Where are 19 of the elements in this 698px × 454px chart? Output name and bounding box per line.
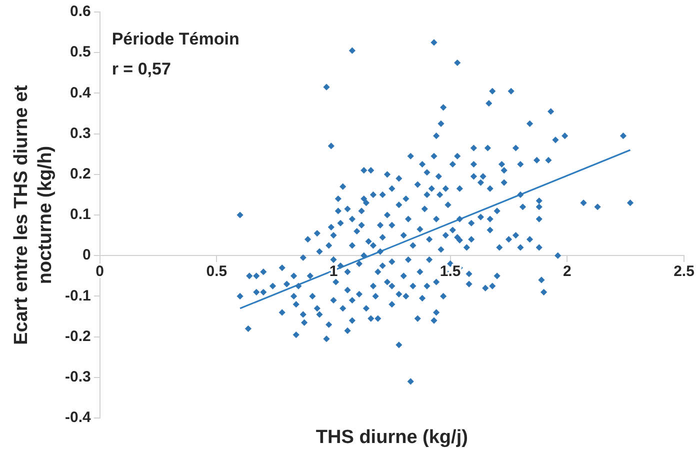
- y-tick-label: -0.3: [64, 368, 91, 386]
- x-tick-label: 0.5: [206, 263, 228, 280]
- y-tick-label: 0.2: [70, 166, 91, 183]
- y-tick-label: -0.1: [64, 287, 91, 304]
- y-tick-label: 0.3: [70, 124, 91, 142]
- annotation: r = 0,57: [112, 60, 171, 79]
- x-tick-label: 0: [96, 263, 104, 280]
- y-tick-label: -0.2: [64, 328, 91, 345]
- x-tick-label: 2.5: [674, 263, 694, 280]
- y-tick-label: 0: [82, 246, 91, 264]
- y-tick-label: 0.6: [70, 3, 91, 20]
- x-axis-title: THS diurne (kg/j): [316, 427, 468, 448]
- y-tick-label: 0.1: [70, 206, 91, 224]
- y-tick-label: 0.5: [70, 44, 91, 61]
- y-tick-label: 0.4: [70, 84, 92, 102]
- annotation: Période Témoin: [112, 30, 240, 49]
- y-tick-label: -0.4: [64, 409, 92, 426]
- y-axis-title: Ecart entre les THS diurne et nocturne (kg/h): [11, 84, 56, 345]
- x-tick-label: 2: [563, 263, 572, 280]
